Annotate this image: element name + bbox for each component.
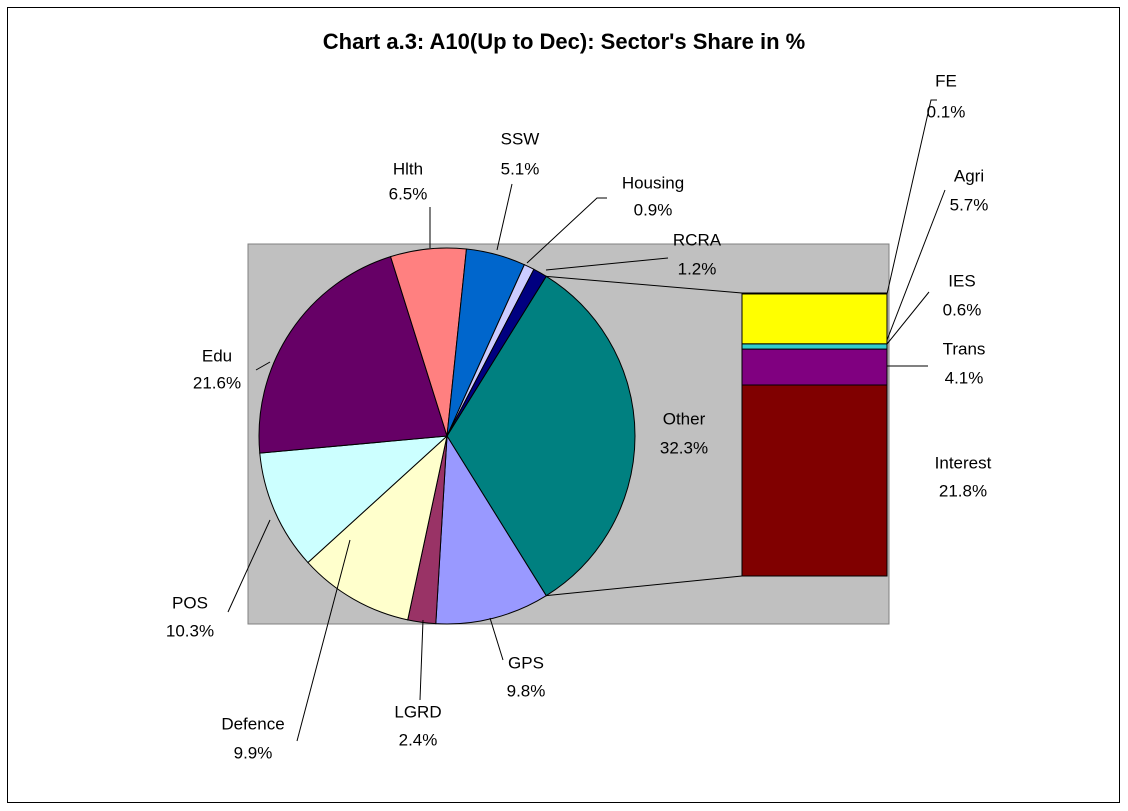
leader-line — [489, 617, 504, 661]
pie-slice — [446, 268, 547, 437]
leader-line — [255, 361, 271, 371]
data-label-value: 1.2% — [678, 259, 717, 278]
data-label-value: 32.3% — [660, 438, 708, 457]
bar-segment — [741, 293, 888, 345]
connector-line — [546, 575, 743, 597]
pie-slice — [446, 275, 636, 597]
bar-segment — [741, 292, 888, 295]
data-label-value: 0.9% — [634, 200, 673, 219]
data-label-name: Interest — [935, 453, 992, 472]
data-label-name: Trans — [943, 339, 986, 358]
data-label-name: IES — [948, 271, 975, 290]
data-label-name: RCRA — [673, 230, 722, 249]
leader-line — [526, 197, 607, 264]
data-label-name: Edu — [202, 346, 232, 365]
bar-segment — [741, 348, 888, 386]
leader-line — [296, 539, 351, 742]
data-label-name: LGRD — [394, 702, 441, 721]
data-label-value: 21.8% — [939, 481, 987, 500]
leader-line — [886, 189, 946, 341]
leader-line — [227, 519, 271, 613]
data-label-name: Hlth — [393, 159, 423, 178]
data-label-value: 6.5% — [389, 184, 428, 203]
data-label-name: SSW — [501, 129, 540, 148]
leader-line — [419, 619, 424, 701]
leader-line — [496, 183, 513, 251]
data-label-value: 21.6% — [193, 373, 241, 392]
data-label-value: 2.4% — [399, 730, 438, 749]
data-label-value: 5.7% — [950, 195, 989, 214]
data-label-value: 5.1% — [501, 159, 540, 178]
bar-segment — [741, 343, 888, 350]
data-label-name: Agri — [954, 166, 984, 185]
leader-line — [886, 291, 930, 345]
data-label-name: Other — [663, 409, 706, 428]
pie-slice — [435, 434, 547, 625]
leader-line — [886, 99, 937, 295]
data-label-name: POS — [172, 593, 208, 612]
data-label-value: 9.8% — [507, 681, 546, 700]
data-label-value: 0.1% — [927, 102, 966, 121]
data-label-name: FE — [935, 71, 957, 90]
bar-segment — [741, 384, 888, 577]
pie-slice — [307, 434, 448, 621]
connector-line — [546, 275, 743, 294]
pie-slice — [259, 435, 449, 564]
data-label-name: Housing — [622, 173, 684, 192]
chart-title: Chart a.3: A10(Up to Dec): Sector's Shar… — [323, 29, 805, 54]
data-label-name: Defence — [221, 714, 284, 733]
data-label-value: 4.1% — [945, 368, 984, 387]
pie-slice — [258, 256, 448, 454]
data-label-value: 0.6% — [943, 300, 982, 319]
data-label-value: 10.3% — [166, 621, 214, 640]
data-label-name: GPS — [508, 653, 544, 672]
leader-line — [545, 257, 669, 271]
data-label-value: 9.9% — [234, 743, 273, 762]
